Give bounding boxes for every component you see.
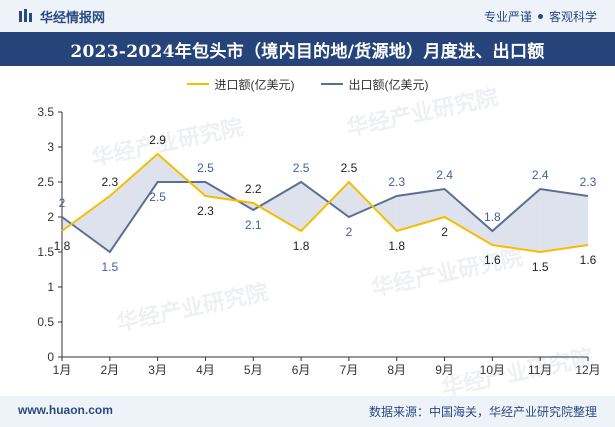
footer-bar: www.huaon.com 数据来源：中国海关，华经产业研究院整理 bbox=[0, 396, 615, 427]
separator-dot-icon bbox=[537, 13, 543, 19]
import-data-label: 2.3 bbox=[101, 175, 118, 189]
y-tick-label: 2.5 bbox=[37, 175, 54, 189]
import-data-label: 1.6 bbox=[580, 253, 597, 267]
import-data-label: 2 bbox=[441, 225, 448, 239]
x-tick-label: 1月 bbox=[53, 363, 72, 377]
import-data-label: 2.2 bbox=[245, 182, 262, 196]
import-data-label: 1.8 bbox=[388, 239, 405, 253]
footer-website: www.huaon.com bbox=[18, 403, 113, 417]
chart-legend: 进口额(亿美元) 出口额(亿美元) bbox=[0, 74, 615, 94]
y-tick-label: 1.5 bbox=[37, 245, 54, 259]
export-data-label: 2.4 bbox=[436, 168, 453, 182]
import-data-label: 1.8 bbox=[293, 239, 310, 253]
import-data-label: 1.6 bbox=[484, 253, 501, 267]
gap-fill-area bbox=[109, 154, 158, 252]
brand-name: 华经情报网 bbox=[40, 9, 106, 25]
export-data-label: 1.8 bbox=[484, 210, 501, 224]
y-tick-label: 3 bbox=[47, 140, 54, 154]
slogan-left: 专业严谨 bbox=[483, 9, 532, 24]
export-data-label: 2.4 bbox=[532, 168, 549, 182]
x-tick-label: 6月 bbox=[292, 363, 311, 377]
import-line bbox=[61, 152, 589, 254]
slogan-right: 客观科学 bbox=[548, 9, 597, 24]
export-data-label: 1.5 bbox=[101, 260, 118, 274]
chart-title: 2023-2024年包头市（境内目的地/货源地）月度进、出口额 bbox=[70, 41, 545, 62]
x-tick-label: 11月 bbox=[528, 363, 552, 377]
export-data-label: 2.1 bbox=[245, 218, 262, 232]
x-tick-label: 2月 bbox=[100, 363, 119, 377]
import-data-label: 1.8 bbox=[54, 239, 71, 253]
gap-fill-area bbox=[62, 196, 110, 252]
export-line bbox=[61, 180, 589, 254]
x-tick-label: 12月 bbox=[575, 363, 600, 377]
x-tick-label: 10月 bbox=[480, 363, 505, 377]
y-tick-label: 1 bbox=[47, 280, 54, 294]
export-data-label: 2.5 bbox=[197, 161, 214, 175]
legend-item-import: 进口额(亿美元) bbox=[186, 76, 295, 93]
import-data-label: 2.9 bbox=[149, 133, 166, 147]
y-tick-label: 2 bbox=[47, 210, 54, 224]
gap-fill-area bbox=[492, 189, 541, 252]
legend-swatch-import bbox=[186, 83, 209, 85]
export-data-label: 2.5 bbox=[293, 161, 310, 175]
legend-label-import: 进口额(亿美元) bbox=[214, 77, 295, 92]
export-data-label: 2 bbox=[59, 196, 66, 210]
export-data-label: 2.5 bbox=[149, 190, 166, 204]
import-data-label: 1.5 bbox=[532, 260, 549, 274]
brand: 华经情报网 bbox=[18, 6, 105, 26]
x-tick-label: 5月 bbox=[244, 363, 263, 377]
footer-source: 数据来源：中国海关，华经产业研究院整理 bbox=[368, 405, 597, 419]
legend-swatch-export bbox=[320, 83, 343, 85]
x-tick-label: 8月 bbox=[387, 363, 406, 377]
gap-fill-area bbox=[253, 182, 302, 231]
gap-fill-area bbox=[444, 189, 493, 245]
x-tick-label: 4月 bbox=[196, 363, 215, 377]
export-data-label: 2.3 bbox=[580, 175, 597, 189]
x-tick-label: 3月 bbox=[148, 363, 167, 377]
gap-fill-area bbox=[540, 189, 588, 252]
export-data-label: 2.3 bbox=[388, 175, 405, 189]
import-data-label: 2.3 bbox=[197, 204, 214, 218]
import-data-label: 2.5 bbox=[341, 161, 358, 175]
slogan: 专业严谨 客观科学 bbox=[484, 6, 597, 26]
x-tick-label: 9月 bbox=[435, 363, 454, 377]
export-data-label: 2 bbox=[346, 225, 353, 239]
legend-item-export: 出口额(亿美元) bbox=[320, 76, 429, 93]
y-tick-label: 0 bbox=[47, 350, 54, 364]
y-tick-label: 3.5 bbox=[37, 105, 54, 119]
brand-logo-icon bbox=[19, 9, 32, 22]
legend-label-export: 出口额(亿美元) bbox=[348, 77, 429, 92]
x-tick-label: 7月 bbox=[340, 363, 359, 377]
top-header-bar: 华经情报网 专业严谨 客观科学 bbox=[0, 0, 615, 32]
title-bar: 2023-2024年包头市（境内目的地/货源地）月度进、出口额 bbox=[0, 32, 615, 66]
y-tick-label: 0.5 bbox=[37, 315, 54, 329]
